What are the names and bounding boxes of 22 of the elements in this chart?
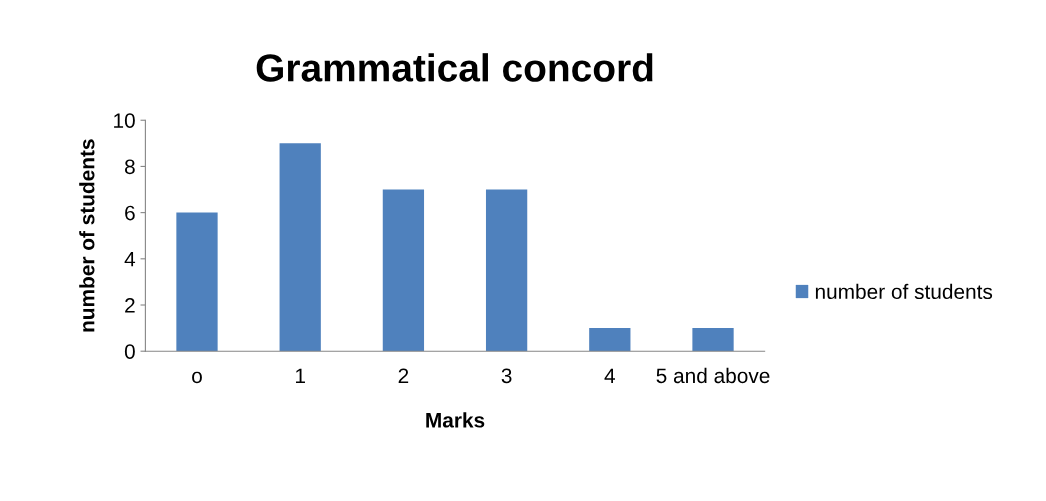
x-axis-title: Marks: [426, 412, 485, 428]
bar: [279, 143, 321, 352]
y-tick-label: 2: [125, 298, 135, 313]
y-axis-title: number of students: [79, 139, 95, 332]
bar: [176, 212, 218, 352]
y-tick-label: 10: [114, 113, 135, 128]
x-tick-label: 2: [398, 368, 409, 383]
y-tick-label: 0: [124, 344, 135, 359]
x-tick-label: o: [192, 371, 202, 384]
bar: [382, 189, 425, 352]
y-tick-label: 4: [124, 252, 136, 267]
y-tick-label: 6: [125, 205, 135, 221]
bar: [485, 189, 528, 352]
legend-label: number of students: [815, 283, 993, 300]
y-tick-label: 8: [124, 159, 135, 175]
bar: [589, 328, 631, 352]
x-tick-label: 1: [296, 368, 305, 383]
bar: [692, 328, 734, 352]
x-tick-label: 4: [604, 368, 615, 383]
x-tick-label: 3: [501, 368, 512, 384]
x-tick-label: 5 and above: [656, 367, 770, 384]
chart-title: Grammatical concord: [256, 53, 653, 82]
